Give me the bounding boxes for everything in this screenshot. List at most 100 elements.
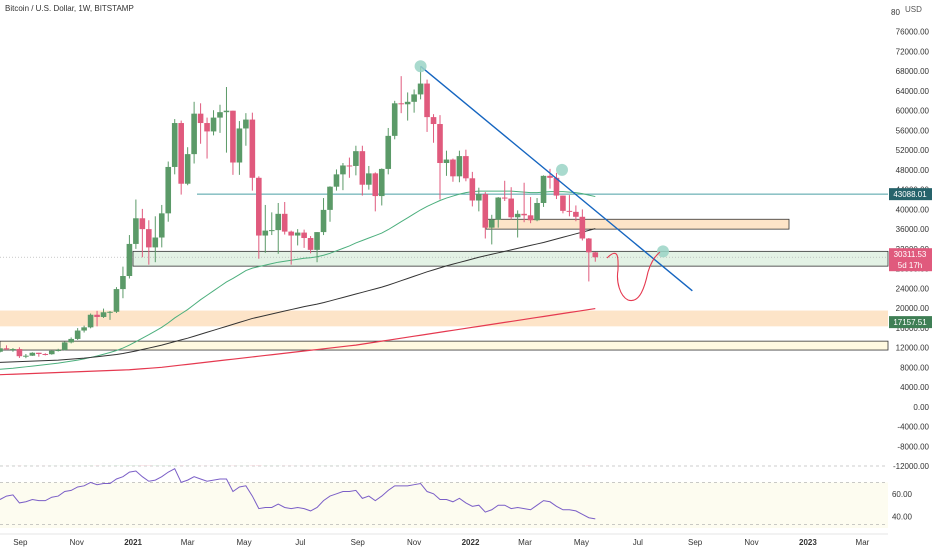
price-tick-label: -8000.00	[897, 442, 929, 451]
candle-body	[10, 349, 16, 351]
resistance-badge-bg	[889, 188, 932, 201]
price-tick-label: -12000.00	[893, 462, 930, 471]
candle-body	[527, 215, 534, 221]
candle-body	[81, 327, 87, 331]
candle-body	[210, 117, 217, 132]
trend-anchor-mid[interactable]	[556, 163, 568, 176]
candle-body	[61, 342, 68, 351]
candle-body	[443, 159, 450, 164]
candle-body	[249, 119, 256, 178]
price-tick-label: 76000.00	[896, 28, 930, 37]
price-tick-label: 0.00	[913, 403, 929, 412]
candle-body	[223, 110, 230, 113]
time-tick-label: 2021	[124, 538, 142, 547]
candle-body	[540, 175, 547, 203]
price-tick-label: 40000.00	[896, 205, 930, 214]
candle-body	[171, 123, 178, 167]
time-tick-label: 2023	[799, 538, 817, 547]
candle-body	[482, 194, 489, 228]
ema-black-line	[0, 228, 596, 363]
candle-body	[301, 232, 307, 239]
candle-body	[346, 165, 353, 167]
candle-body	[152, 237, 159, 248]
time-axis[interactable]: Sep Nov 2021 Mar May Jul Sep Nov 2022 Mar May Jul Se…	[13, 538, 869, 547]
candle-body	[514, 213, 521, 218]
price-tick-label: 16000.00	[896, 324, 930, 333]
candle-body	[94, 314, 100, 317]
price-tick-label: 60000.00	[896, 107, 930, 116]
candle-body	[158, 213, 165, 238]
candle-body	[560, 195, 566, 211]
time-tick-label: May	[574, 538, 589, 547]
candle-body	[236, 128, 243, 163]
candle-body	[359, 151, 366, 185]
resistance-badge: 43088.01	[893, 190, 927, 199]
candle-body	[23, 355, 29, 357]
time-tick-label: 2022	[462, 538, 480, 547]
price-tick-label: 12000.00	[896, 344, 930, 353]
candle-body	[178, 123, 184, 184]
price-tick-label: 68000.00	[896, 67, 930, 76]
candle-body	[217, 112, 223, 118]
candle-body	[113, 289, 120, 312]
candle-body	[275, 213, 282, 231]
rsi-tick-label: 60.00	[892, 490, 913, 499]
price-tick-label: 56000.00	[896, 126, 930, 135]
candle-body	[340, 165, 346, 175]
price-tick-label: 48000.00	[896, 166, 930, 175]
price-tick-label: -4000.00	[897, 423, 929, 432]
candle-body	[107, 311, 113, 313]
rsi-pane	[0, 468, 888, 535]
countdown-badge: 5d 17h	[898, 261, 922, 270]
candle-body	[191, 113, 197, 155]
price-tick-label: 8000.00	[900, 363, 929, 372]
candle-body	[391, 103, 398, 136]
candle-body	[42, 353, 49, 355]
ema-layer	[0, 190, 596, 376]
time-tick-label: Sep	[13, 538, 28, 547]
candle-body	[268, 230, 275, 232]
candle-body	[378, 168, 385, 197]
price-axis[interactable]: 76000.00 72000.00 68000.00 64000.00 60000.00…	[892, 28, 930, 522]
candle-body	[385, 135, 392, 169]
candle-body	[592, 252, 599, 258]
candle-body	[417, 83, 424, 95]
candle-body	[36, 352, 42, 354]
zone-green	[132, 250, 889, 267]
time-tick-label: Jul	[295, 538, 305, 547]
candle-body	[353, 151, 359, 166]
candle-body	[74, 330, 81, 339]
zones-layer	[0, 218, 889, 351]
candle-body	[29, 352, 36, 356]
candle-body	[294, 232, 301, 236]
candle-body	[262, 230, 269, 236]
candle-body	[307, 238, 314, 250]
trend-anchor-target[interactable]	[657, 245, 669, 258]
candle-body	[197, 113, 204, 124]
candle-body	[521, 213, 527, 216]
candle-body	[87, 314, 94, 328]
candle-body	[476, 194, 482, 201]
time-tick-label: Sep	[688, 538, 703, 547]
price-tick-label: 64000.00	[896, 87, 930, 96]
candle-body	[553, 177, 560, 196]
candles-layer	[0, 66, 599, 359]
candle-body	[204, 123, 210, 132]
candle-body	[184, 154, 191, 184]
trend-anchor-high[interactable]	[414, 60, 427, 73]
candle-body	[573, 211, 579, 217]
candle-body	[424, 83, 430, 118]
candle-body	[320, 209, 327, 233]
candle-body	[100, 312, 107, 317]
candle-body	[366, 173, 372, 185]
candle-body	[256, 177, 262, 236]
trendline-layer[interactable]	[414, 60, 693, 302]
candle-body	[243, 119, 249, 129]
candle-body	[456, 156, 463, 177]
descending-trendline[interactable]	[420, 65, 693, 292]
candle-body	[508, 198, 514, 218]
candle-body	[281, 213, 288, 232]
price-tick-label: 4000.00	[900, 383, 929, 392]
candle-body	[579, 216, 586, 239]
